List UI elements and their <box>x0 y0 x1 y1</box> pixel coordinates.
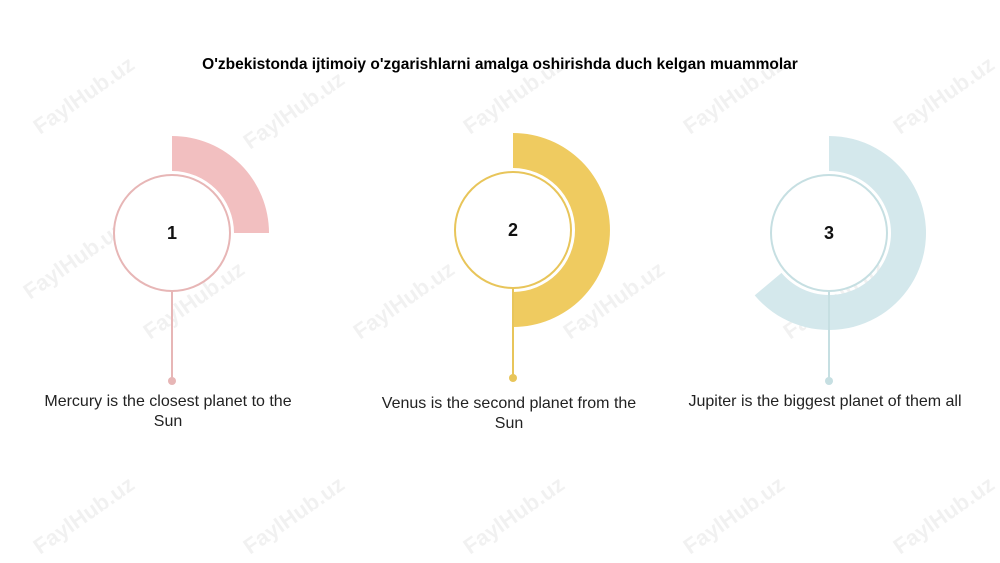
step-number: 1 <box>167 223 177 243</box>
watermark: FaylHub.uz <box>459 471 569 559</box>
number-circle <box>770 174 888 292</box>
connector-dot <box>168 377 176 385</box>
watermark: FaylHub.uz <box>349 256 459 344</box>
progress-arc <box>513 133 610 327</box>
step-number: 2 <box>508 220 518 240</box>
progress-arc <box>172 136 269 233</box>
step-caption: Mercury is the closest planet to the Sun <box>44 393 292 430</box>
watermark: FaylHub.uz <box>239 471 349 559</box>
progress-arc <box>754 136 927 331</box>
step-caption: Jupiter is the biggest planet of them al… <box>688 393 962 410</box>
number-circle <box>454 171 572 289</box>
number-circle <box>113 174 231 292</box>
watermark: FaylHub.uz <box>679 471 789 559</box>
slide-title: O'zbekistonda ijtimoiy o'zgarishlarni am… <box>202 56 798 73</box>
watermark: FaylHub.uz <box>239 66 349 154</box>
connector-dot <box>509 374 517 382</box>
watermark: FaylHub.uz <box>29 471 139 559</box>
connector-dot <box>825 377 833 385</box>
watermark: FaylHub.uz <box>889 471 999 559</box>
step-number: 3 <box>824 223 834 243</box>
watermark: FaylHub.uz <box>19 216 129 304</box>
step-caption: Venus is the second planet from the Sun <box>381 395 637 432</box>
